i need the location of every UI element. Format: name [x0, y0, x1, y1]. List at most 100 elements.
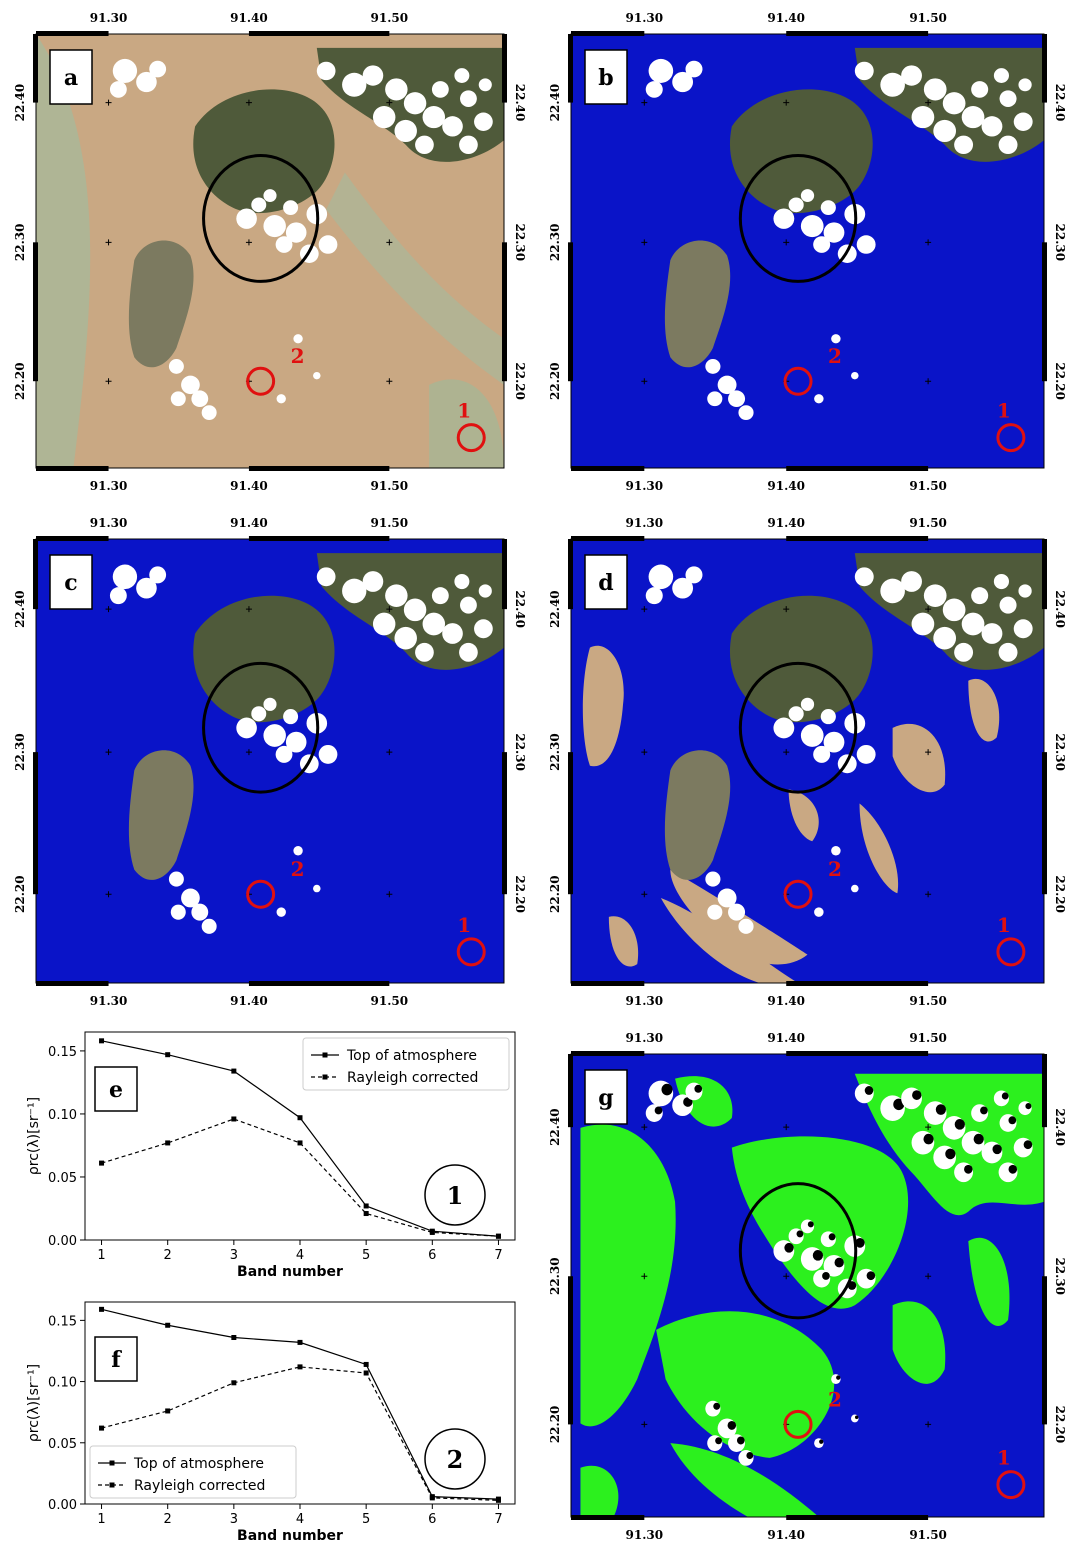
- lon-tick-bottom: 91.50: [909, 479, 947, 493]
- cloud-patch: [933, 119, 957, 143]
- lon-tick-top: 91.30: [90, 516, 128, 530]
- lat-tick-left: 22.20: [548, 362, 562, 400]
- cloud-patch: [422, 106, 446, 129]
- data-point: [363, 1370, 369, 1376]
- marker-circle-2: [783, 366, 813, 396]
- marker-label-1: 1: [997, 1446, 1011, 1470]
- sediment-patch: [859, 803, 899, 894]
- x-tick-label: 1: [97, 1248, 105, 1263]
- panel-label: g: [598, 1085, 613, 1111]
- cloud-patch: [316, 567, 336, 587]
- cloud-patch: [999, 90, 1017, 107]
- graticule-cross: [245, 749, 252, 756]
- shadow-patch: [945, 1148, 956, 1160]
- lon-tick-bottom: 91.40: [767, 994, 805, 1008]
- legend-box: [302, 1037, 510, 1091]
- legend-entry: Top of atmosphere: [133, 1456, 264, 1472]
- cloud-patch: [422, 612, 446, 636]
- shadow-patch: [912, 1090, 922, 1100]
- cloud-patch: [251, 706, 267, 722]
- lat-tick-right: 22.20: [1053, 362, 1067, 400]
- lon-tick-bottom: 91.30: [90, 479, 128, 493]
- lon-tick-top: 91.30: [626, 11, 664, 25]
- lat-tick-right: 22.30: [1053, 1257, 1067, 1295]
- frame-bar-bottom: [786, 981, 929, 986]
- cloud-patch: [149, 566, 167, 584]
- cloud-patch: [705, 871, 721, 887]
- map-svg-b: 2 1 91.30 91.30 91.40 91.40 91.50 91.50 22.40 22.…: [548, 11, 1067, 493]
- marker-label-1: 1: [997, 399, 1011, 423]
- graticule-cross: [386, 606, 393, 613]
- x-tick-label: 7: [494, 1248, 502, 1263]
- shadow-patch: [1001, 1092, 1009, 1100]
- graticule-cross: [386, 749, 393, 756]
- cloud-patch: [431, 587, 449, 605]
- cloud-patch: [181, 888, 200, 908]
- graticule-cross: [641, 1273, 648, 1280]
- marker-circle-2: [246, 879, 276, 909]
- frame-bar-left: [568, 752, 573, 895]
- lat-tick-right: 22.20: [1053, 875, 1067, 913]
- lat-tick-left: 22.20: [548, 875, 562, 913]
- cloud-patch: [170, 904, 186, 920]
- cloud-patch: [800, 697, 815, 711]
- panel-label-box: [49, 49, 93, 105]
- region-of-interest-ellipse: [738, 1182, 858, 1320]
- cloud-patch: [478, 584, 492, 598]
- graticule-cross: [783, 1124, 790, 1131]
- graticule-cross: [641, 378, 648, 385]
- cloud-patch: [880, 72, 905, 97]
- marker-label-1: 1: [457, 913, 471, 937]
- lat-tick-left: 22.30: [548, 1257, 562, 1295]
- region-of-interest-ellipse: [738, 661, 858, 794]
- cloud-patch: [705, 359, 721, 374]
- data-point: [297, 1364, 303, 1370]
- data-point: [231, 1335, 237, 1341]
- frame-bar-right: [1042, 242, 1047, 382]
- lat-tick-right: 22.40: [513, 84, 527, 122]
- cloud-patch: [460, 596, 477, 614]
- cloud-patch: [717, 888, 737, 908]
- cloud-patch: [263, 724, 286, 747]
- graticule-cross: [641, 1124, 648, 1131]
- shadow-patch: [784, 1242, 794, 1253]
- cloud-patch: [372, 106, 396, 129]
- y-axis-label: ρrc(λ)[sr⁻¹]: [26, 1097, 42, 1175]
- frame-bar-bottom: [248, 981, 390, 986]
- lon-tick-bottom: 91.30: [626, 994, 664, 1008]
- cloud-patch: [993, 573, 1009, 590]
- sediment-patch: [892, 723, 946, 793]
- graticule-cross: [925, 891, 932, 898]
- marker-label-1: 1: [457, 399, 471, 423]
- frame-bar-left: [568, 1054, 573, 1128]
- lat-tick-left: 22.30: [13, 733, 27, 771]
- lon-tick-top: 91.50: [371, 11, 409, 25]
- lat-tick-right: 22.40: [1053, 84, 1067, 122]
- frame-bar-left: [568, 539, 573, 610]
- cloud-patch: [1018, 78, 1032, 92]
- cloud-patch: [648, 58, 674, 83]
- terrain-layer: [580, 1073, 1044, 1517]
- legend-entry: Top of atmosphere: [346, 1048, 477, 1064]
- cloud-patch: [478, 78, 492, 92]
- graticule-cross: [105, 749, 112, 756]
- frame-bar-right: [1042, 539, 1047, 610]
- marker-circle-1: [456, 937, 486, 967]
- green-class-region: [731, 1136, 909, 1309]
- graticule-cross: [925, 1421, 932, 1428]
- cloud-patch: [923, 78, 947, 101]
- y-tick-label: 0.00: [48, 1234, 77, 1249]
- shadow-patch: [855, 1237, 865, 1248]
- x-tick-label: 5: [362, 1512, 370, 1527]
- shadow-patch: [807, 1221, 814, 1228]
- graticule-cross: [245, 239, 252, 246]
- point-number: 1: [447, 1181, 464, 1210]
- lon-tick-top: 91.30: [90, 11, 128, 25]
- cloud-patch: [788, 197, 804, 213]
- lat-tick-right: 22.30: [1053, 224, 1067, 262]
- green-class-region: [580, 1124, 676, 1427]
- graticule-cross: [105, 606, 112, 613]
- lon-tick-bottom: 91.30: [626, 479, 664, 493]
- cloud-patch: [998, 642, 1018, 662]
- x-tick-label: 3: [230, 1248, 238, 1263]
